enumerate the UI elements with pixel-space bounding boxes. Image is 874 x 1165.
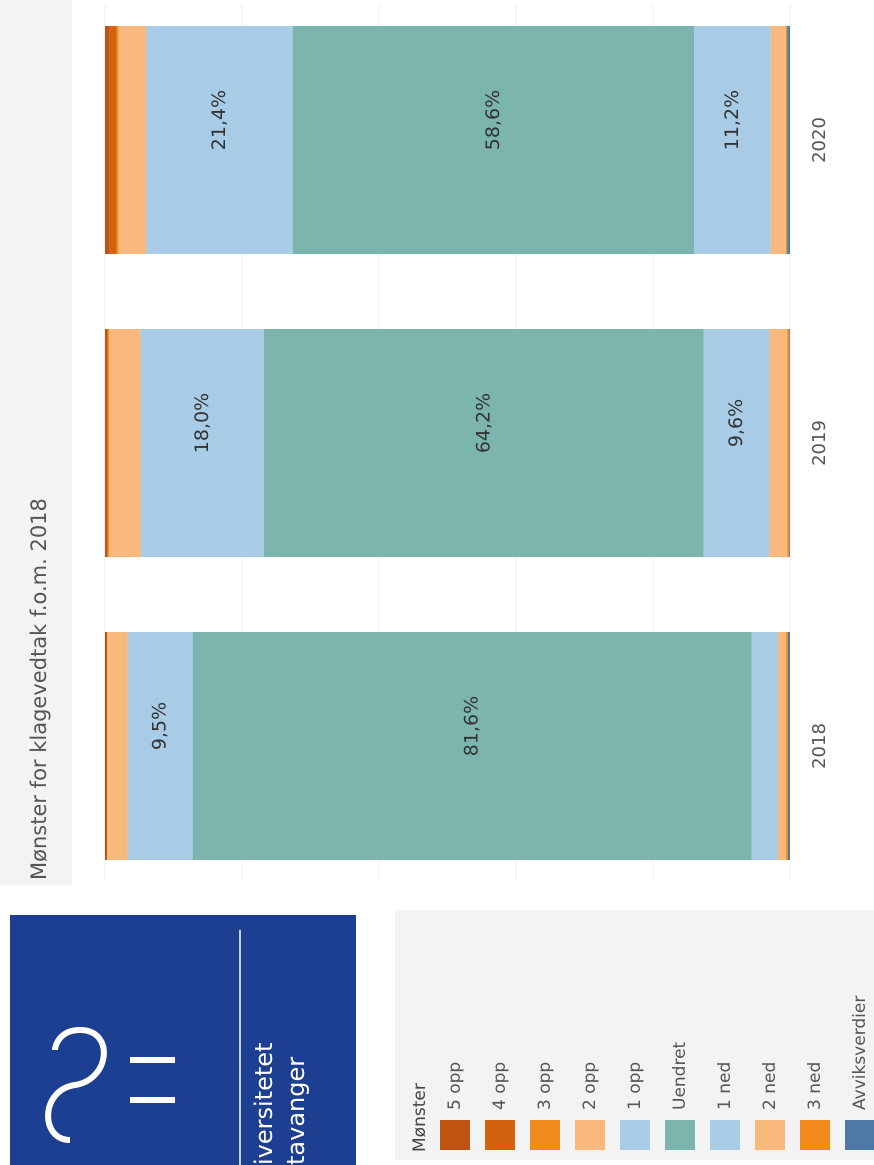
logo-box [10, 915, 356, 1165]
x-tick-label: 2019 [809, 420, 830, 466]
bar-segment [787, 26, 790, 254]
bar-segment [127, 632, 193, 860]
bar-segment [109, 26, 117, 254]
data-label: 9,5% [149, 702, 171, 750]
bar-segment [107, 632, 128, 860]
data-label: 58,6% [482, 90, 504, 150]
bar-segment [105, 632, 108, 860]
legend-label: 5 opp [445, 1062, 465, 1110]
title-strip [0, 0, 72, 885]
bar-segment [703, 329, 770, 557]
logo-text: iversitetet [250, 1043, 278, 1165]
legend-swatch [485, 1120, 515, 1150]
bar-segment [105, 26, 110, 254]
bar-segment [263, 329, 704, 557]
bar-segment [105, 329, 108, 557]
legend-label: Uendret [670, 1041, 690, 1110]
legend-swatch [710, 1120, 740, 1150]
legend-label: 1 ned [715, 1062, 735, 1110]
legend-label: 2 ned [760, 1062, 780, 1110]
bar-segment [787, 632, 790, 860]
legend-swatch [800, 1120, 830, 1150]
data-label: 81,6% [461, 696, 483, 756]
legend-label: 3 opp [535, 1062, 555, 1110]
bar-segment [785, 632, 788, 860]
legend-swatch [845, 1120, 874, 1150]
legend-swatch [530, 1120, 560, 1150]
legend-swatch [665, 1120, 695, 1150]
legend-swatch [575, 1120, 605, 1150]
bar-segment [140, 329, 264, 557]
bar-segment [770, 26, 786, 254]
data-label: 9,6% [725, 399, 747, 447]
bar-segment [146, 26, 293, 254]
bar-segment [192, 632, 752, 860]
legend-label: 1 opp [625, 1062, 645, 1110]
bar-segment [777, 632, 786, 860]
bar-segment [116, 26, 119, 254]
data-label: 64,2% [472, 393, 494, 453]
bar-segment [785, 26, 788, 254]
logo-mark [130, 1057, 175, 1103]
legend-label: Avviksverdier [850, 996, 870, 1110]
logo-text: tavanger [282, 1057, 310, 1165]
legend-label: 2 opp [580, 1062, 600, 1110]
bar-segment [292, 26, 695, 254]
legend-title: Mønster [410, 1083, 430, 1152]
bar-segment [118, 26, 147, 254]
bar-segment [769, 329, 788, 557]
x-tick-label: 2018 [809, 723, 830, 769]
data-label: 18,0% [191, 393, 213, 453]
legend-swatch [620, 1120, 650, 1150]
bar-segment [107, 329, 110, 557]
bar-segment [787, 329, 790, 557]
bar-segment [109, 329, 141, 557]
legend-swatch [755, 1120, 785, 1150]
legend-panel [395, 910, 874, 1160]
bar-segment [751, 632, 778, 860]
legend-label: 4 opp [490, 1062, 510, 1110]
chart-title: Mønster for klagevedtak f.o.m. 2018 [27, 498, 51, 880]
legend-swatch [440, 1120, 470, 1150]
data-label: 21,4% [208, 90, 230, 150]
logo-mark [45, 1026, 107, 1143]
bar-segment [789, 329, 790, 557]
legend-label: 3 ned [805, 1062, 825, 1110]
data-label: 11,2% [721, 90, 743, 150]
x-tick-label: 2020 [809, 117, 830, 163]
bar-segment [694, 26, 771, 254]
